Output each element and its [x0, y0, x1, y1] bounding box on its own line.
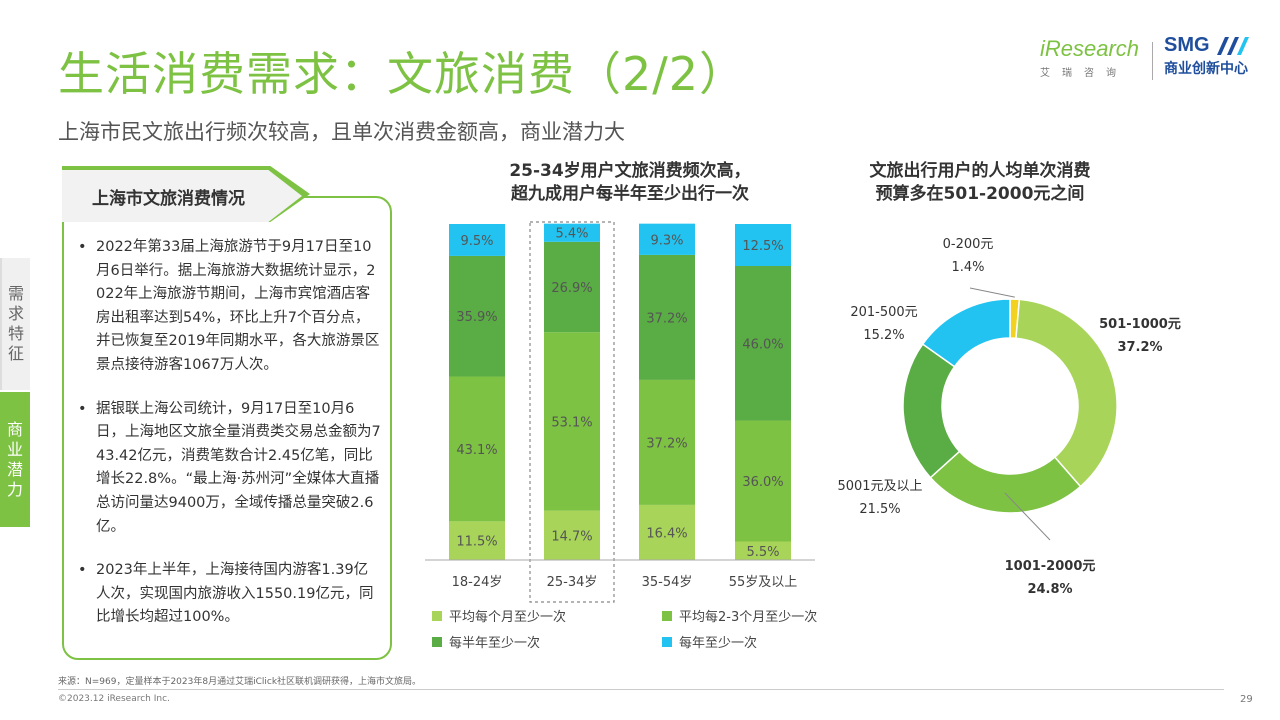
slice-value-label: 37.2%: [1117, 340, 1162, 355]
bar-chart-title: 25-34岁用户文旅消费频次高， 超九成用户每半年至少出行一次: [440, 160, 820, 206]
page-title: 生活消费需求：文旅消费（2/2）: [58, 47, 747, 101]
x-tick-label: 18-24岁: [452, 575, 503, 590]
donut-chart-title-line: 文旅出行用户的人均单次消费: [869, 161, 1091, 181]
bar-data-label: 14.7%: [551, 529, 592, 544]
smg-logo-sub: 商业创新中心: [1164, 61, 1248, 77]
bar-segment: [544, 332, 600, 511]
slice-name-label: 0-200元: [943, 237, 994, 252]
iresearch-logo-sub: 艾瑞咨询: [1040, 68, 1128, 79]
footer-divider: [58, 689, 1224, 690]
iresearch-logo: iResearch 艾瑞咨询: [1040, 36, 1140, 86]
legend-label: 平均每2-3个月至少一次: [679, 609, 817, 625]
bullet-item: 据银联上海公司统计，9月17日至10月6日，上海地区文旅全量消费类交易总金额为7…: [76, 398, 382, 540]
bar-chart-title-line: 25-34岁用户文旅消费频次高，: [509, 161, 751, 181]
bar-data-label: 37.2%: [646, 436, 687, 451]
smg-logo-text: SMG: [1164, 34, 1274, 57]
side-tab-demand[interactable]: 需求特征: [0, 258, 30, 390]
smg-wave-icon: [1217, 36, 1250, 55]
legend-label: 每半年至少一次: [449, 635, 540, 651]
bar-segment: [735, 541, 791, 560]
bar-data-label: 9.5%: [460, 234, 493, 249]
side-tab-potential[interactable]: 商业潜力: [0, 392, 30, 527]
bar-data-label: 43.1%: [456, 443, 497, 458]
bar-segment: [544, 223, 600, 242]
slice-name-label: 201-500元: [850, 305, 917, 320]
bar-chart-title-line: 超九成用户每半年至少出行一次: [511, 184, 749, 204]
slice-value-label: 1.4%: [951, 260, 984, 275]
donut-chart: 0-200元 1.4% 501-1000元 37.2% 1001-2000元 24.8% 5…: [837, 237, 1181, 597]
bar-segment: [544, 241, 600, 333]
donut-slice: [1015, 298, 1118, 488]
page-subtitle: 上海市民文旅出行频次较高，且单次消费金额高，商业潜力大: [58, 120, 625, 144]
bar-data-label: 35.9%: [456, 310, 497, 325]
slice-name-label: 1001-2000元: [1005, 559, 1096, 574]
bar-data-label: 5.4%: [555, 227, 588, 242]
page-number: 29: [1240, 694, 1253, 705]
card-title: 上海市文旅消费情况: [62, 170, 302, 222]
bar-segment: [449, 224, 505, 256]
bar-data-label: 37.2%: [646, 311, 687, 326]
bar-data-label: 46.0%: [742, 337, 783, 352]
bullet-item: 2023年上半年，上海接待国内游客1.39亿人次，实现国内旅游收入1550.19…: [76, 559, 382, 630]
slice-value-label: 24.8%: [1027, 582, 1072, 597]
bar-segment: [735, 420, 791, 542]
legend-swatch: [432, 611, 442, 621]
leader-line: [969, 287, 1015, 298]
donut-chart-title: 文旅出行用户的人均单次消费 预算多在501-2000元之间: [820, 160, 1140, 206]
bar-data-label: 11.5%: [456, 535, 497, 550]
side-tab-label: 需求特征: [7, 284, 24, 363]
donut-slice: [921, 298, 1011, 368]
bullet-item: 2022年第33届上海旅游节于9月17日至10月6日举行。据上海旅游大数据统计显…: [76, 236, 382, 378]
legend-swatch: [662, 637, 672, 647]
x-tick-label: 35-54岁: [642, 575, 693, 590]
bar-data-label: 16.4%: [646, 526, 687, 541]
bar-segment: [449, 376, 505, 522]
iresearch-logo-text: iResearch: [1040, 36, 1140, 61]
logo-divider: [1152, 42, 1153, 80]
slice-value-label: 21.5%: [859, 502, 900, 517]
legend-swatch: [432, 637, 442, 647]
bar-data-label: 53.1%: [551, 415, 592, 430]
highlight-box: [529, 221, 615, 603]
legend-label: 每年至少一次: [679, 635, 757, 651]
legend-label: 平均每个月至少一次: [449, 609, 566, 625]
legend-swatch: [662, 611, 672, 621]
bar-segment: [544, 510, 600, 560]
x-tick-label: 55岁及以上: [729, 575, 798, 590]
bar-data-label: 26.9%: [551, 281, 592, 296]
donut-chart-title-line: 预算多在501-2000元之间: [875, 184, 1085, 204]
bar-segment: [449, 255, 505, 377]
smg-logo: SMG 商业创新中心: [1164, 34, 1274, 84]
stacked-bar-chart: 11.5% 43.1% 35.9% 9.5% 18-24岁 14.7% 53.1% 26.9%…: [425, 221, 817, 651]
slice-value-label: 15.2%: [863, 328, 904, 343]
bar-segment: [735, 224, 791, 266]
copyright: ©2023.12 iResearch Inc.: [58, 694, 170, 704]
donut-slice: [929, 450, 1082, 514]
bar-segment: [639, 223, 695, 255]
bar-segment: [449, 521, 505, 560]
source-note: 来源：N=969，定量样本于2023年8月通过艾瑞iClick社区联机调研获得，…: [58, 677, 422, 687]
bar-segment: [639, 504, 695, 560]
bar-data-label: 12.5%: [742, 239, 783, 254]
card-bullet-list: 2022年第33届上海旅游节于9月17日至10月6日举行。据上海旅游大数据统计显…: [76, 236, 382, 650]
bar-data-label: 9.3%: [650, 233, 683, 248]
leader-line: [1004, 492, 1051, 541]
bar-segment: [639, 379, 695, 505]
slice-name-label: 5001元及以上: [837, 479, 922, 494]
bar-data-label: 36.0%: [742, 475, 783, 490]
smg-logo-word: SMG: [1164, 34, 1210, 56]
side-tab-label: 商业潜力: [6, 419, 23, 499]
bar-data-label: 5.5%: [746, 545, 779, 560]
bar-segment: [639, 254, 695, 380]
bar-segment: [735, 266, 791, 421]
slice-name-label: 501-1000元: [1099, 317, 1181, 332]
x-tick-label: 25-34岁: [547, 575, 598, 590]
